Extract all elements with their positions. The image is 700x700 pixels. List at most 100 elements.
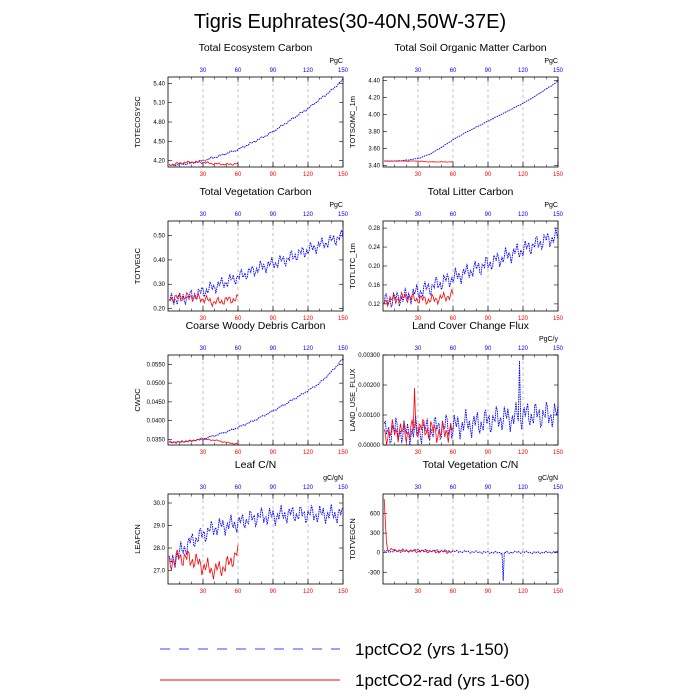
x-tick-label-bottom: 90 (485, 172, 492, 178)
plot-frame (167, 354, 344, 446)
y-tick-label: 0.20 (153, 307, 165, 313)
x-tick-label-top: 150 (338, 346, 349, 352)
x-tick-label-top: 90 (270, 68, 277, 74)
x-tick-label-bottom: 60 (235, 172, 242, 178)
y-axis-label: LAND_USE_FLUX (348, 369, 357, 432)
x-tick-label-top: 90 (485, 485, 492, 491)
x-tick-label-top: 150 (553, 68, 564, 74)
plot-frame (167, 76, 344, 168)
x-tick-label-bottom: 60 (235, 589, 242, 595)
x-tick-label-top: 60 (235, 68, 242, 74)
x-tick-label-bottom: 90 (270, 172, 277, 178)
x-tick-label-top: 60 (235, 485, 242, 491)
unit-label: PgC (329, 58, 343, 65)
x-tick-label-top: 120 (303, 346, 314, 352)
unit-label: gC/gN (323, 475, 343, 482)
series-line-1pctCO2-rad (169, 438, 239, 445)
x-tick-label-bottom: 90 (270, 316, 277, 322)
unit-label: PgC (544, 58, 558, 65)
y-tick-label: 0.00200 (358, 383, 380, 389)
series-line-1pctCO2-rad (383, 499, 454, 555)
series-line-1pctCO2-rad (168, 160, 239, 166)
x-tick-label-bottom: 120 (303, 316, 314, 322)
x-tick-label-bottom: 90 (270, 589, 277, 595)
x-tick-label-bottom: 30 (200, 450, 207, 456)
chart-panel-6: Land Cover Change Flux PgC/y 0.00000 0.0010… (348, 320, 564, 456)
y-tick-label: 4.80 (153, 120, 165, 126)
y-tick-label: 0.16 (368, 283, 380, 289)
x-tick-label-top: 150 (553, 212, 564, 218)
y-tick-label: 3.40 (368, 163, 380, 169)
unit-label: PgC (544, 202, 558, 209)
y-tick-label: 0.00300 (358, 353, 380, 359)
x-tick-label-top: 60 (450, 212, 457, 218)
x-tick-label-bottom: 30 (415, 589, 422, 595)
x-tick-label-bottom: 150 (338, 450, 349, 456)
series-line-1pctCO2 (168, 504, 344, 568)
y-axis-label: TOTVEGCN (348, 518, 357, 560)
x-tick-label-top: 30 (415, 485, 422, 491)
legend-label-2: 1pctCO2-rad (yrs 1-60) (355, 671, 530, 690)
x-tick-label-bottom: 60 (235, 450, 242, 456)
x-tick-label-top: 150 (338, 68, 349, 74)
x-tick-label-top: 150 (338, 212, 349, 218)
x-tick-label-bottom: 90 (485, 316, 492, 322)
y-axis-label: TOTSOMC_1m (348, 96, 357, 148)
x-tick-label-bottom: 120 (518, 589, 529, 595)
x-tick-label-top: 90 (485, 212, 492, 218)
x-tick-label-top: 120 (518, 485, 529, 491)
x-tick-label-top: 60 (235, 346, 242, 352)
y-tick-label: 0.0450 (147, 400, 166, 406)
figure-title: Tigris Euphrates(30-40N,50W-37E) (194, 11, 506, 33)
x-tick-label-top: 150 (553, 346, 564, 352)
plot-frame (382, 76, 559, 168)
y-tick-label: 0.0500 (147, 381, 166, 387)
y-tick-label: 4.50 (153, 139, 165, 145)
x-tick-label-top: 60 (450, 346, 457, 352)
x-tick-label-top: 120 (303, 485, 314, 491)
legend-label-1: 1pctCO2 (yrs 1-150) (355, 640, 509, 659)
x-tick-label-bottom: 30 (200, 589, 207, 595)
panel-title: Leaf C/N (235, 459, 276, 471)
x-tick-label-top: 120 (518, 212, 529, 218)
series-line-1pctCO2-rad (383, 288, 454, 308)
x-tick-label-top: 60 (235, 212, 242, 218)
x-tick-label-bottom: 150 (338, 172, 349, 178)
x-tick-label-bottom: 120 (303, 589, 314, 595)
x-tick-label-bottom: 150 (338, 316, 349, 322)
chart-panel-1: Total Ecosystem Carbon PgC 4.20 4.50 4.80 5.1… (133, 42, 349, 178)
panel-title: Coarse Woody Debris Carbon (186, 320, 326, 332)
y-axis-label: TOTLITC_1m (348, 243, 357, 289)
y-tick-label: 3.80 (368, 129, 380, 135)
y-tick-label: 0.24 (368, 245, 380, 251)
y-tick-label: 0.00100 (358, 413, 380, 419)
series-line-1pctCO2 (383, 548, 559, 581)
y-tick-label: 4.40 (368, 78, 380, 84)
x-tick-label-top: 120 (518, 346, 529, 352)
x-tick-label-bottom: 90 (270, 450, 277, 456)
chart-panel-5: Coarse Woody Debris Carbon 0.0350 0.0400 0.… (133, 320, 349, 456)
x-tick-label-bottom: 30 (415, 450, 422, 456)
series-line-1pctCO2-rad (384, 160, 454, 163)
y-tick-label: 0.30 (153, 282, 165, 288)
y-tick-label: 0.12 (368, 302, 380, 308)
x-tick-label-bottom: 120 (518, 316, 529, 322)
x-tick-label-top: 150 (338, 485, 349, 491)
panel-title: Total Vegetation C/N (423, 459, 519, 471)
y-tick-label: 0.0400 (147, 419, 166, 425)
x-tick-label-top: 30 (415, 212, 422, 218)
x-tick-label-bottom: 120 (303, 450, 314, 456)
x-tick-label-bottom: 60 (450, 316, 457, 322)
x-tick-label-top: 30 (200, 68, 207, 74)
x-tick-label-top: 90 (270, 485, 277, 491)
panel-title: Total Soil Organic Matter Carbon (394, 42, 546, 54)
panels: Total Ecosystem Carbon PgC 4.20 4.50 4.80 5.1… (133, 42, 564, 595)
series-line-1pctCO2 (383, 360, 559, 446)
x-tick-label-bottom: 60 (235, 316, 242, 322)
y-tick-label: 0.40 (153, 258, 165, 264)
x-tick-label-top: 30 (200, 346, 207, 352)
series-line-1pctCO2 (168, 358, 344, 444)
y-tick-label: 30.0 (153, 501, 165, 507)
plot-frame (167, 220, 344, 312)
y-tick-label: 0.28 (368, 226, 380, 232)
